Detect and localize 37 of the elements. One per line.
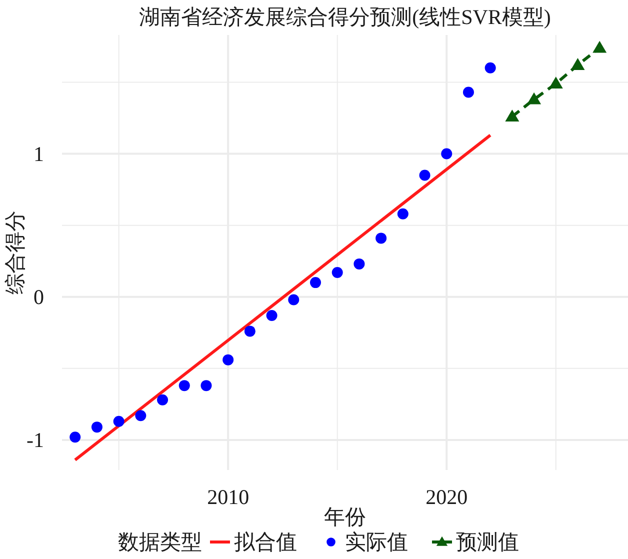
y-tick-label: 0 bbox=[34, 284, 44, 309]
point bbox=[178, 380, 190, 392]
x-tick-label: 2010 bbox=[207, 485, 250, 509]
y-tick-label: -1 bbox=[26, 428, 44, 452]
point bbox=[200, 380, 212, 392]
point bbox=[91, 422, 102, 433]
point bbox=[419, 170, 430, 181]
point bbox=[332, 267, 343, 278]
point bbox=[397, 208, 408, 220]
point bbox=[376, 232, 387, 244]
x-axis-title: 年份 bbox=[324, 505, 366, 529]
chart-title: 湖南省经济发展综合得分预测(线性SVR模型) bbox=[139, 5, 551, 29]
x-tick-label: 2020 bbox=[426, 485, 468, 509]
point bbox=[548, 76, 563, 89]
legend-title: 数据类型 bbox=[118, 530, 202, 554]
y-tick-label: 1 bbox=[34, 142, 44, 166]
legend-label: 拟合值 bbox=[234, 530, 297, 554]
point bbox=[462, 86, 474, 98]
point bbox=[157, 394, 168, 406]
legend-label: 预测值 bbox=[456, 530, 519, 554]
point bbox=[505, 110, 520, 122]
point bbox=[222, 354, 234, 366]
point bbox=[113, 416, 124, 427]
point bbox=[592, 40, 607, 53]
point bbox=[266, 310, 278, 321]
point bbox=[570, 58, 585, 70]
y-axis-title: 综合得分 bbox=[3, 210, 27, 294]
point bbox=[244, 326, 256, 337]
point bbox=[310, 277, 321, 288]
point bbox=[354, 258, 365, 270]
point bbox=[484, 62, 496, 74]
point bbox=[441, 148, 452, 160]
legend-label: 实际值 bbox=[345, 530, 408, 554]
point bbox=[135, 410, 146, 422]
point bbox=[70, 432, 81, 443]
point bbox=[288, 294, 300, 306]
point bbox=[527, 92, 542, 104]
